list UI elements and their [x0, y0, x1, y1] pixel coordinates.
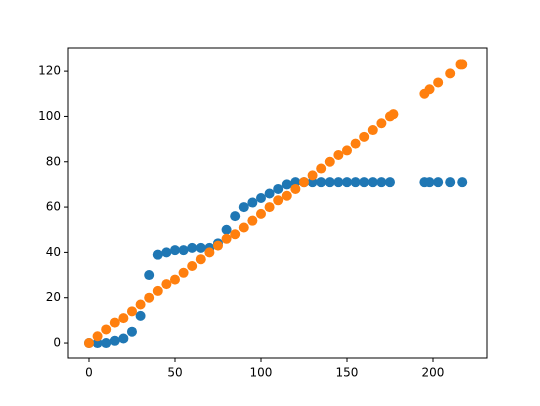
- scatter-point: [118, 313, 129, 324]
- scatter-point: [273, 183, 284, 194]
- scatter-point: [161, 279, 172, 290]
- y-tick-label: 120: [38, 64, 61, 78]
- scatter-point: [101, 324, 112, 335]
- scatter-point: [238, 202, 249, 213]
- scatter-point: [178, 267, 189, 278]
- scatter-point: [230, 211, 241, 222]
- scatter-point: [126, 326, 137, 337]
- scatter-point: [152, 249, 163, 260]
- y-tick-label: 100: [38, 109, 61, 123]
- scatter-point: [290, 183, 301, 194]
- scatter-point: [367, 125, 378, 136]
- scatter-point: [359, 131, 370, 142]
- scatter-point: [384, 177, 395, 188]
- scatter-point: [195, 242, 206, 253]
- scatter-point: [367, 177, 378, 188]
- scatter-point: [316, 163, 327, 174]
- scatter-point: [255, 208, 266, 219]
- scatter-point: [92, 331, 103, 342]
- scatter-point: [101, 338, 112, 349]
- scatter-point: [221, 233, 232, 244]
- scatter-point: [359, 177, 370, 188]
- scatter-point: [144, 292, 155, 303]
- scatter-point: [221, 224, 232, 235]
- scatter-point: [376, 177, 387, 188]
- scatter-point: [187, 242, 198, 253]
- scatter-point: [126, 306, 137, 317]
- scatter-point: [298, 177, 309, 188]
- scatter-point: [273, 195, 284, 206]
- scatter-point: [376, 118, 387, 129]
- y-tick-label: 20: [46, 290, 61, 304]
- scatter-point: [324, 177, 335, 188]
- scatter-point: [109, 317, 120, 328]
- scatter-point: [161, 247, 172, 258]
- scatter-point: [341, 145, 352, 156]
- scatter-point: [144, 270, 155, 281]
- scatter-point: [264, 188, 275, 199]
- scatter-point: [187, 260, 198, 271]
- plot-frame: [67, 47, 488, 359]
- y-tick-label: 0: [53, 336, 61, 350]
- scatter-point: [324, 156, 335, 167]
- scatter-point: [350, 138, 361, 149]
- x-tick-label: 200: [422, 366, 445, 380]
- scatter-point: [178, 245, 189, 256]
- scatter-point: [135, 299, 146, 310]
- scatter-point: [457, 59, 468, 70]
- scatter-point: [152, 285, 163, 296]
- scatter-point: [281, 190, 292, 201]
- scatter-point: [445, 177, 456, 188]
- scatter-point: [281, 179, 292, 190]
- scatter-point: [118, 333, 129, 344]
- scatter-point: [264, 202, 275, 213]
- y-tick-label: 40: [46, 245, 61, 259]
- scatter-point: [109, 335, 120, 346]
- scatter-point: [212, 240, 223, 251]
- scatter-point: [457, 177, 468, 188]
- scatter-point: [333, 177, 344, 188]
- scatter-point: [445, 68, 456, 79]
- scatter-point: [388, 109, 399, 120]
- scatter-point: [341, 177, 352, 188]
- y-tick-label: 80: [46, 154, 61, 168]
- x-tick-label: 100: [250, 366, 273, 380]
- scatter-point: [247, 215, 258, 226]
- scatter-point: [204, 247, 215, 258]
- scatter-point: [424, 84, 435, 95]
- scatter-point: [307, 170, 318, 181]
- scatter-point: [135, 310, 146, 321]
- scatter-point: [83, 338, 94, 349]
- scatter-point: [316, 177, 327, 188]
- x-tick-label: 150: [336, 366, 359, 380]
- scatter-point: [255, 193, 266, 204]
- scatter-point: [350, 177, 361, 188]
- scatter-point: [247, 197, 258, 208]
- scatter-point: [169, 245, 180, 256]
- y-tick-label: 60: [46, 200, 61, 214]
- scatter-point: [333, 149, 344, 160]
- scatter-point: [230, 229, 241, 240]
- scatter-point: [424, 177, 435, 188]
- scatter-point: [433, 77, 444, 88]
- scatter-point: [238, 222, 249, 233]
- scatter-point: [433, 177, 444, 188]
- scatter-point: [195, 254, 206, 265]
- scatter-point: [169, 274, 180, 285]
- x-tick-label: 50: [167, 366, 182, 380]
- x-tick-label: 0: [85, 366, 93, 380]
